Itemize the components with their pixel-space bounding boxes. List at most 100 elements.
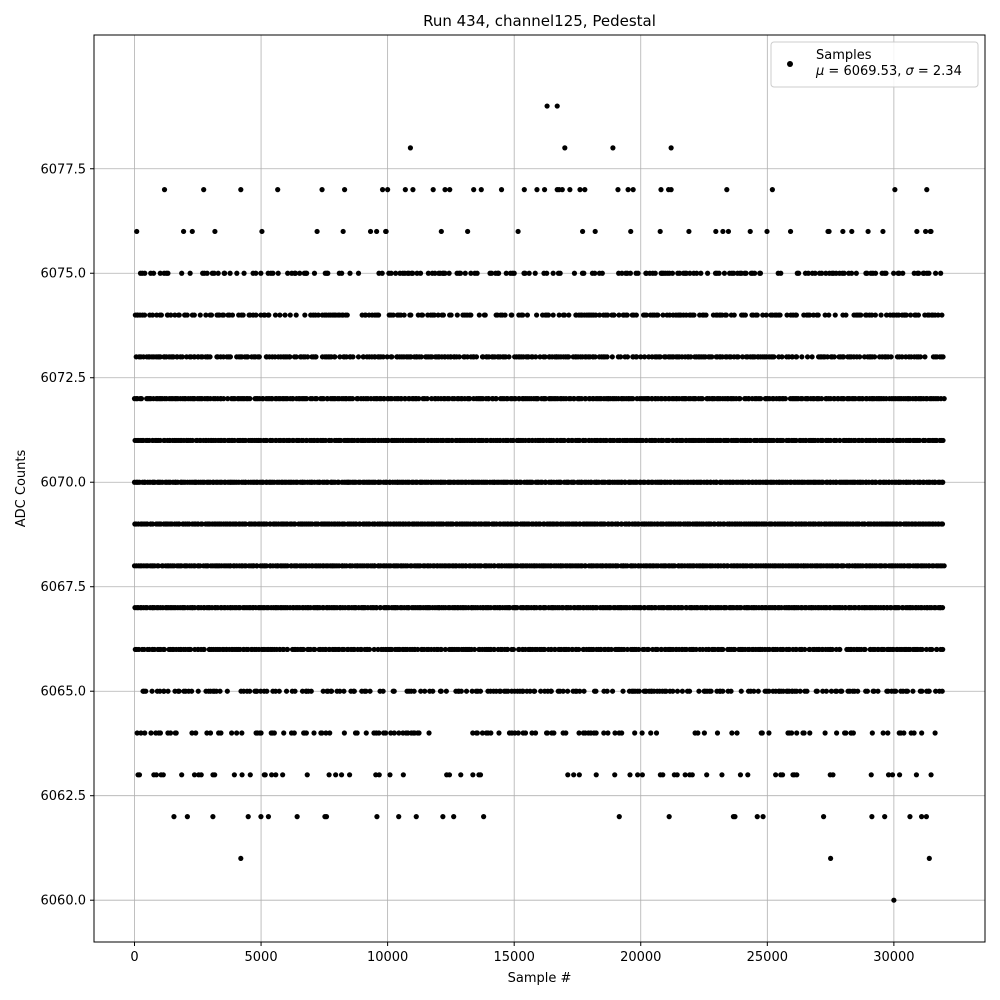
data-point-outlier bbox=[402, 187, 408, 193]
data-point bbox=[360, 354, 366, 360]
data-point bbox=[505, 688, 511, 694]
data-point bbox=[391, 730, 397, 736]
data-point bbox=[565, 772, 571, 778]
data-point bbox=[229, 312, 236, 318]
x-axis-label: Sample # bbox=[508, 971, 572, 986]
data-point bbox=[624, 312, 630, 318]
data-point bbox=[928, 772, 934, 778]
data-point bbox=[493, 396, 499, 402]
data-point bbox=[470, 730, 476, 736]
data-point bbox=[524, 312, 531, 318]
data-point bbox=[514, 605, 520, 611]
data-point bbox=[172, 312, 178, 318]
data-point bbox=[150, 270, 157, 276]
data-point bbox=[337, 688, 343, 694]
data-point bbox=[431, 312, 437, 318]
data-point bbox=[410, 270, 416, 276]
data-point bbox=[814, 688, 820, 694]
data-point bbox=[347, 270, 353, 276]
data-point bbox=[320, 688, 326, 694]
data-point-outlier bbox=[615, 187, 621, 193]
data-point bbox=[759, 730, 765, 736]
data-point bbox=[189, 688, 195, 694]
data-point bbox=[281, 730, 287, 736]
data-point bbox=[666, 814, 672, 820]
data-point bbox=[720, 688, 726, 694]
data-point bbox=[188, 646, 194, 653]
data-point bbox=[691, 312, 697, 318]
data-point bbox=[231, 772, 237, 778]
data-point bbox=[153, 772, 159, 778]
data-point bbox=[419, 312, 426, 318]
data-point bbox=[198, 772, 204, 778]
data-point bbox=[179, 354, 185, 360]
data-point bbox=[408, 312, 414, 318]
data-point bbox=[203, 312, 209, 318]
data-point bbox=[323, 814, 330, 820]
data-point bbox=[904, 688, 911, 694]
data-point bbox=[227, 354, 234, 360]
data-point bbox=[701, 730, 707, 736]
data-point bbox=[426, 730, 432, 736]
data-point bbox=[725, 228, 732, 235]
data-point bbox=[541, 646, 548, 653]
data-point bbox=[201, 187, 207, 193]
data-point bbox=[416, 396, 422, 402]
data-point bbox=[367, 688, 373, 694]
data-point bbox=[872, 270, 879, 276]
data-point bbox=[355, 354, 362, 360]
data-point bbox=[581, 688, 587, 694]
data-point bbox=[639, 772, 645, 778]
data-point bbox=[515, 228, 521, 235]
data-point-outlier bbox=[577, 187, 583, 193]
data-point bbox=[737, 396, 743, 402]
data-point bbox=[344, 312, 350, 318]
data-point bbox=[355, 270, 362, 276]
data-point bbox=[390, 312, 396, 318]
data-point bbox=[300, 646, 307, 653]
data-point bbox=[283, 688, 290, 694]
data-point bbox=[303, 730, 309, 736]
data-point bbox=[801, 730, 807, 736]
data-point bbox=[465, 228, 471, 235]
data-point bbox=[719, 772, 725, 778]
data-point bbox=[582, 187, 588, 193]
data-point bbox=[892, 187, 898, 193]
data-point bbox=[694, 270, 700, 276]
data-point bbox=[616, 814, 622, 820]
data-point bbox=[752, 270, 758, 276]
data-point bbox=[136, 772, 143, 778]
data-point bbox=[319, 730, 325, 736]
x-tick-label: 5000 bbox=[245, 950, 278, 965]
data-point bbox=[802, 646, 808, 653]
data-point bbox=[350, 396, 356, 402]
data-point bbox=[503, 270, 509, 276]
data-point bbox=[703, 312, 709, 318]
data-point bbox=[520, 312, 526, 318]
data-point bbox=[713, 479, 720, 485]
data-point bbox=[380, 688, 386, 694]
data-point bbox=[184, 312, 190, 318]
data-point bbox=[592, 228, 598, 235]
data-point bbox=[180, 228, 187, 235]
data-point bbox=[571, 772, 577, 778]
data-point bbox=[780, 437, 786, 444]
data-point bbox=[899, 354, 905, 360]
data-point bbox=[176, 312, 182, 318]
data-point bbox=[938, 270, 944, 276]
data-point bbox=[275, 187, 281, 193]
data-point-outlier bbox=[407, 145, 414, 151]
data-point bbox=[189, 228, 195, 235]
data-point bbox=[161, 187, 168, 193]
data-point bbox=[794, 354, 800, 360]
data-point bbox=[699, 396, 705, 402]
data-point-outlier bbox=[769, 187, 775, 193]
data-point bbox=[239, 772, 245, 778]
data-point bbox=[138, 396, 145, 402]
data-point-outlier bbox=[521, 187, 527, 193]
data-point bbox=[698, 270, 704, 276]
data-point bbox=[873, 479, 879, 485]
data-point bbox=[388, 270, 394, 276]
data-point-outlier bbox=[541, 187, 548, 193]
